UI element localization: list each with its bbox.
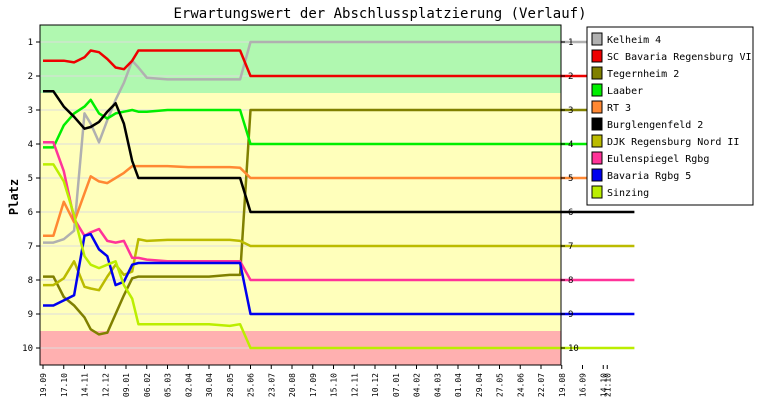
legend-label-1: SC Bavaria Regensburg VI	[607, 52, 752, 63]
x-tick-label-3: 12.12	[101, 373, 110, 397]
x-tick-label-8: 30.04	[205, 373, 214, 397]
legend-label-4: RT 3	[607, 103, 631, 114]
y-tick-label-right-10: 10	[568, 344, 579, 354]
x-tick-label-27: 14.10	[599, 373, 608, 397]
legend-label-2: Tegernheim 2	[607, 69, 679, 80]
y-tick-label-right-3: 3	[568, 106, 573, 116]
x-ticks: 19.09 17.10 14.11 12.12 09.01 06.02 05.03 02.04…	[39, 365, 612, 397]
legend-swatch-4	[591, 100, 603, 114]
series-line-0	[43, 40, 635, 244]
series-line-2	[43, 108, 635, 336]
legend: Kelheim 4 SC Bavaria Regensburg VI Tegernh…	[586, 26, 754, 206]
x-tick-label-1: 17.10	[60, 373, 69, 397]
x-tick-label-23: 24.06	[516, 373, 525, 397]
legend-label-5: Burglengenfeld 2	[607, 120, 703, 131]
x-tick-label-14: 15.10	[330, 373, 339, 397]
x-tick-label-22: 27.05	[496, 373, 505, 397]
y-tick-label-right-1: 1	[568, 38, 573, 48]
x-tick-label-24: 22.07	[537, 373, 546, 397]
y-tick-label-left-7: 7	[28, 242, 33, 252]
y-tick-label-right-9: 9	[568, 310, 573, 320]
series-line-5	[43, 90, 635, 214]
series-line-9	[43, 163, 635, 350]
y-tick-label-left-2: 2	[28, 72, 33, 82]
y-tick-label-right-5: 5	[568, 174, 573, 184]
legend-label-7: Eulenspiegel Rgbg	[607, 154, 709, 165]
y-tick-label-left-4: 4	[28, 140, 33, 150]
y-tick-label-left-6: 6	[28, 208, 33, 218]
y-ticks-left: 1 2 3 4 5 6 7 8 9 10	[22, 38, 40, 354]
legend-swatch-9	[591, 185, 603, 199]
x-tick-label-11: 23.07	[267, 373, 276, 397]
x-tick-label-13: 17.09	[309, 373, 318, 397]
series-line-8	[43, 232, 635, 316]
plot-frame	[39, 24, 562, 366]
y-tick-label-right-4: 4	[568, 140, 573, 150]
x-tick-label-2: 14.11	[81, 373, 90, 397]
legend-swatch-6	[591, 134, 603, 148]
legend-swatch-5	[591, 117, 603, 131]
y-tick-label-left-3: 3	[28, 106, 33, 116]
legend-swatch-1	[591, 49, 603, 63]
legend-swatch-7	[591, 151, 603, 165]
x-tick-label-25: 19.08	[558, 373, 567, 397]
legend-label-0: Kelheim 4	[607, 35, 661, 46]
x-tick-label-20: 01.04	[454, 373, 463, 397]
series-line-1	[43, 49, 635, 78]
x-tick-label-28: 21.10	[603, 373, 612, 397]
x-tick-label-17: 07.01	[392, 373, 401, 397]
y-tick-label-right-7: 7	[568, 242, 573, 252]
x-tick-label-4: 09.01	[122, 373, 131, 397]
y-tick-label-left-5: 5	[28, 174, 33, 184]
legend-label-6: DJK Regensburg Nord II	[607, 137, 739, 148]
y-axis-label: Platz	[7, 179, 21, 215]
x-tick-label-10: 25.06	[247, 373, 256, 397]
y-tick-label-left-9: 9	[28, 310, 33, 320]
legend-swatch-8	[591, 168, 603, 182]
y-tick-label-right-8: 8	[568, 276, 573, 286]
series-lines	[43, 40, 635, 350]
series-line-3	[43, 98, 635, 149]
zone-0	[40, 25, 561, 93]
x-tick-label-6: 05.03	[164, 373, 173, 397]
x-tick-label-0: 19.09	[39, 373, 48, 397]
y-tick-label-right-2: 2	[568, 72, 573, 82]
y-ticks-right: 1 2 3 4 5 6 7 8 9 10	[561, 38, 579, 354]
x-tick-label-12: 20.08	[288, 373, 297, 397]
y-tick-label-left-10: 10	[22, 344, 33, 354]
legend-label-8: Bavaria Rgbg 5	[607, 171, 691, 182]
x-tick-label-21: 29.04	[475, 373, 484, 397]
x-tick-label-9: 28.05	[226, 373, 235, 397]
y-tick-label-left-1: 1	[28, 38, 33, 48]
x-tick-label-18: 04.02	[413, 373, 422, 397]
legend-swatch-3	[591, 83, 603, 97]
legend-swatch-2	[591, 66, 603, 80]
chart-title: Erwartungswert der Abschlussplatzierung …	[173, 6, 586, 22]
x-tick-label-5: 06.02	[143, 373, 152, 397]
y-tick-label-right-6: 6	[568, 208, 573, 218]
y-tick-label-left-8: 8	[28, 276, 33, 286]
legend-box	[586, 26, 754, 206]
legend-swatch-0	[591, 32, 603, 46]
legend-label-9: Sinzing	[607, 188, 649, 199]
x-tick-label-16: 10.12	[371, 373, 380, 397]
legend-label-3: Laaber	[607, 86, 643, 97]
x-tick-label-15: 12.11	[350, 373, 359, 397]
x-tick-label-19: 04.03	[433, 373, 442, 397]
x-tick-label-26: 16.09	[579, 373, 588, 397]
x-tick-label-7: 02.04	[184, 373, 193, 397]
